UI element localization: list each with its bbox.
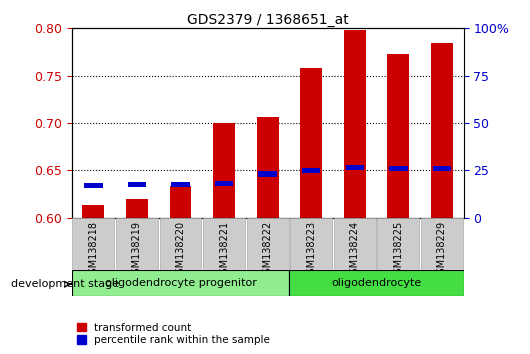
Bar xyxy=(421,218,463,271)
Title: GDS2379 / 1368651_at: GDS2379 / 1368651_at xyxy=(187,13,349,27)
Bar xyxy=(257,117,279,218)
Text: GSM138221: GSM138221 xyxy=(219,221,229,280)
Bar xyxy=(171,182,190,187)
Bar xyxy=(170,187,191,218)
Bar xyxy=(387,54,409,218)
Bar xyxy=(302,167,321,173)
Bar xyxy=(432,166,451,171)
Legend: transformed count, percentile rank within the sample: transformed count, percentile rank withi… xyxy=(77,322,270,345)
Bar xyxy=(247,218,288,271)
Bar xyxy=(160,218,201,271)
Text: GSM138225: GSM138225 xyxy=(393,221,403,280)
Bar xyxy=(289,270,464,296)
Text: GSM138219: GSM138219 xyxy=(132,221,142,280)
Bar xyxy=(128,182,146,187)
Text: GSM138223: GSM138223 xyxy=(306,221,316,280)
Bar xyxy=(290,218,332,271)
Bar xyxy=(72,270,289,296)
Text: oligodendrocyte: oligodendrocyte xyxy=(331,278,422,288)
Bar xyxy=(126,199,148,218)
Text: oligodendrocyte progenitor: oligodendrocyte progenitor xyxy=(104,278,257,288)
Bar xyxy=(377,218,419,271)
Text: GSM138229: GSM138229 xyxy=(437,221,447,280)
Text: GSM138224: GSM138224 xyxy=(350,221,360,280)
Bar xyxy=(259,171,277,177)
Bar xyxy=(301,68,322,218)
Bar xyxy=(116,218,158,271)
Bar xyxy=(334,218,376,271)
Text: development stage: development stage xyxy=(11,279,119,289)
Bar xyxy=(73,218,114,271)
Text: GSM138218: GSM138218 xyxy=(89,221,99,280)
Bar xyxy=(213,123,235,218)
Bar xyxy=(431,44,453,218)
Bar xyxy=(389,166,408,171)
Text: GSM138222: GSM138222 xyxy=(263,221,272,280)
Text: GSM138220: GSM138220 xyxy=(175,221,186,280)
Bar xyxy=(84,183,103,188)
Bar xyxy=(83,205,104,218)
Bar xyxy=(344,30,366,218)
Bar xyxy=(215,181,233,187)
Bar xyxy=(346,165,364,170)
Bar xyxy=(203,218,245,271)
